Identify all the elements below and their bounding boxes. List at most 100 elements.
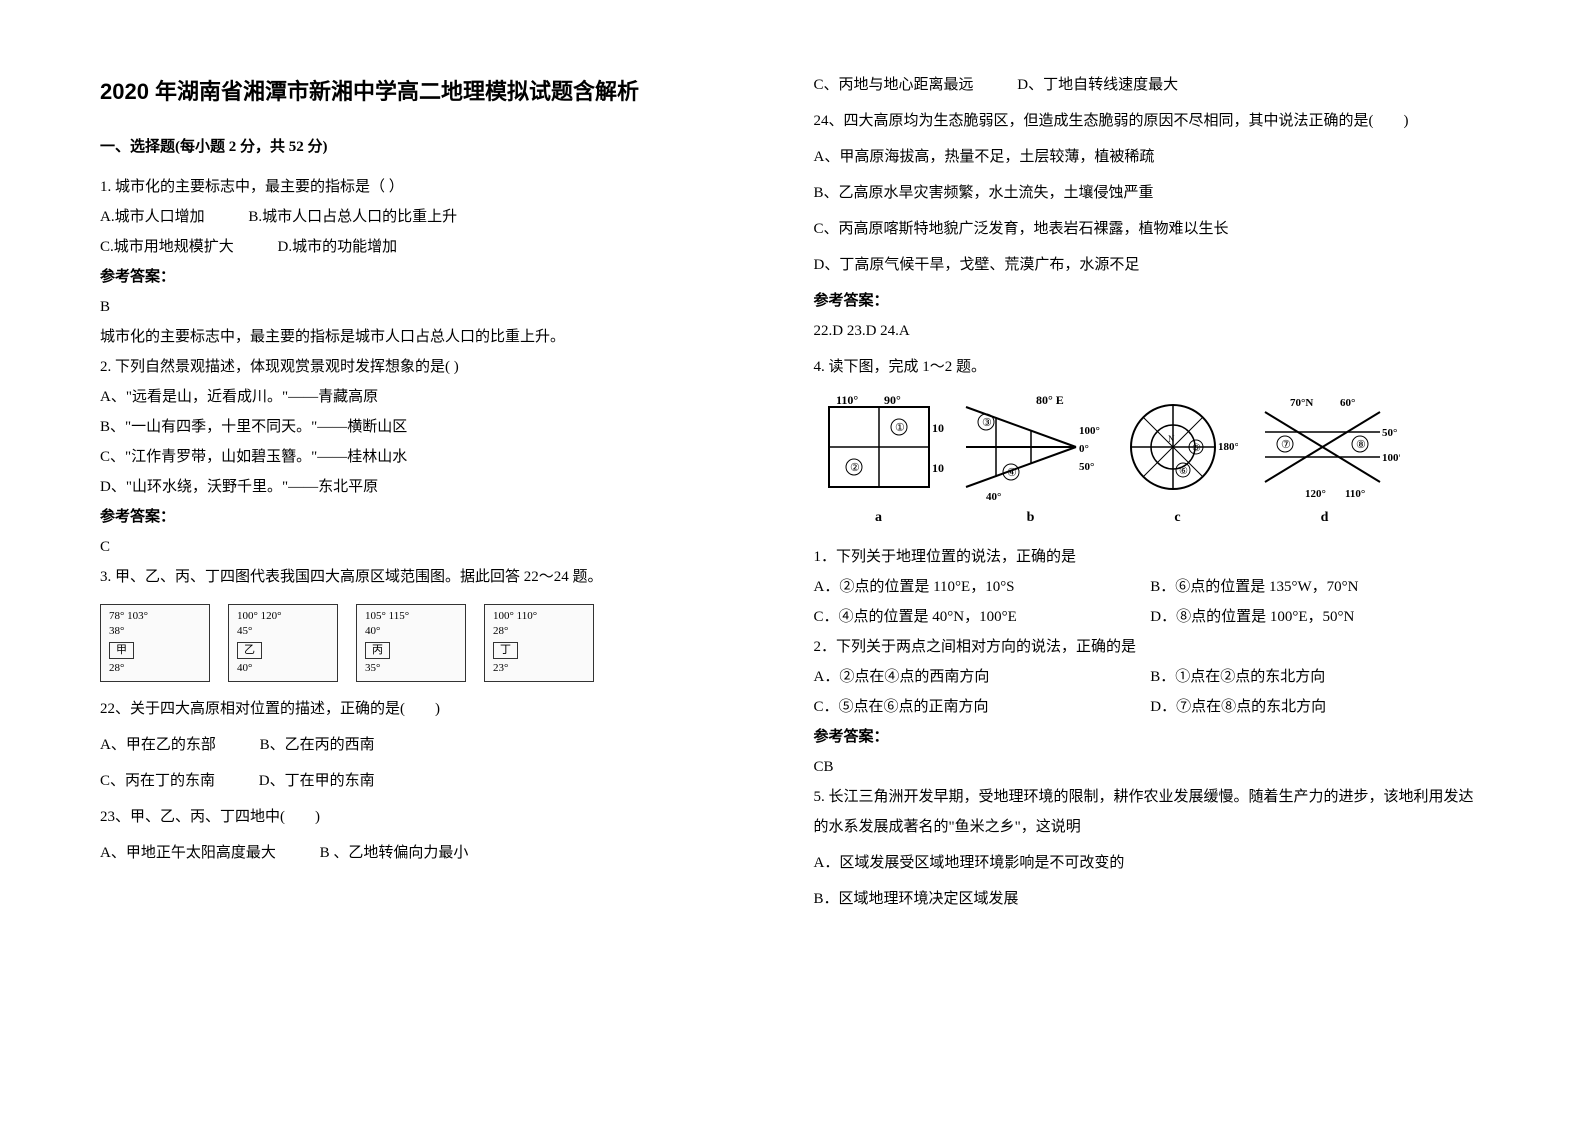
diag-a-r2: 10° — [932, 461, 944, 475]
plateau-c-top: 105° 115° — [365, 609, 457, 624]
plateau-d-l2: 23° — [493, 662, 508, 674]
diag-b-m4: ④ — [1007, 467, 1017, 479]
diag-a-t1: 110° — [836, 393, 858, 407]
q22-stem: 22、关于四大高原相对位置的描述，正确的是( ) — [100, 694, 774, 724]
q24-option-b: B、乙高原水旱灾害频繁，水土流失，土壤侵蚀严重 — [814, 178, 1488, 208]
plateau-b-l2: 40° — [237, 662, 252, 674]
q23-option-b: B 、乙地转偏向力最小 — [320, 838, 469, 868]
q3-stem: 3. 甲、乙、丙、丁四图代表我国四大高原区域范围图。据此回答 22～24 题。 — [100, 562, 774, 592]
q4-s2-b: B．①点在②点的东北方向 — [1150, 662, 1487, 692]
diagram-c: 180° N ⑤ ⑥ c — [1118, 392, 1238, 532]
diag-c-r: 180° — [1218, 441, 1238, 453]
diag-c-m5: ⑤ — [1192, 443, 1201, 454]
q2-option-a: A、"远看是山，近看成川。"——青藏高原 — [100, 382, 774, 412]
plateau-b-label: 乙 — [237, 642, 262, 659]
diag-d-r1: 50° — [1382, 427, 1397, 439]
q24-stem: 24、四大高原均为生态脆弱区，但造成生态脆弱的原因不尽相同，其中说法正确的是( … — [814, 106, 1488, 136]
q1-option-d: D.城市的功能增加 — [278, 232, 398, 262]
diagram-d-label: d — [1250, 504, 1400, 532]
diagram-d-svg: 70°N 60° 50° 100° 120° 110° ⑦ ⑧ — [1250, 392, 1400, 502]
plateau-a-label: 甲 — [109, 642, 134, 659]
diagram-a-label: a — [814, 504, 944, 532]
diagram-a: 110° 90° 10° 10° ① ② a — [814, 392, 944, 532]
q4-answer-label: 参考答案： — [814, 722, 1488, 752]
q1-answer-label: 参考答案： — [100, 262, 774, 292]
q2-option-c: C、"江作青罗带，山如碧玉簪。"——桂林山水 — [100, 442, 774, 472]
q4-s1-a: A．②点的位置是 110°E，10°S — [814, 572, 1151, 602]
plateau-a-l2: 28° — [109, 662, 124, 674]
q4-s2-d: D．⑦点在⑧点的东北方向 — [1150, 692, 1487, 722]
diagram-c-label: c — [1118, 504, 1238, 532]
q4-answer: CB — [814, 752, 1488, 782]
svg-text:N: N — [1168, 434, 1175, 444]
diagram-b-svg: 80° E 100° 0° 50° 40° ③ ④ — [956, 392, 1106, 502]
q1-option-b: B.城市人口占总人口的比重上升 — [248, 202, 457, 232]
q1-explain: 城市化的主要标志中，最主要的指标是城市人口占总人口的比重上升。 — [100, 322, 774, 352]
diagram-a-svg: 110° 90° 10° 10° ① ② — [814, 392, 944, 502]
q2-stem: 2. 下列自然景观描述，体现观赏景观时发挥想象的是( ) — [100, 352, 774, 382]
q22-option-a: A、甲在乙的东部 — [100, 730, 216, 760]
q4-s1-stem: 1．下列关于地理位置的说法，正确的是 — [814, 542, 1488, 572]
q24-answer-label: 参考答案： — [814, 286, 1488, 316]
diag-b-r2: 0° — [1079, 443, 1089, 455]
q2-option-b: B、"一山有四季，十里不同天。"——横断山区 — [100, 412, 774, 442]
q5-option-b: B．区域地理环境决定区域发展 — [814, 884, 1488, 914]
plateau-c-l2: 35° — [365, 662, 380, 674]
q1-answer: B — [100, 292, 774, 322]
diag-b-tr: 80° E — [1036, 393, 1064, 407]
left-column: 2020 年湖南省湘潭市新湘中学高二地理模拟试题含解析 一、选择题(每小题 2 … — [100, 70, 774, 1052]
diag-d-m8: ⑧ — [1356, 439, 1366, 451]
plateau-c-label: 丙 — [365, 642, 390, 659]
diag-b-r1: 100° — [1079, 425, 1100, 437]
plateau-d-label: 丁 — [493, 642, 518, 659]
plateau-d-l1: 28° — [493, 625, 508, 637]
diag-b-b1: 50° — [1079, 461, 1094, 473]
diagram-d: 70°N 60° 50° 100° 120° 110° ⑦ ⑧ d — [1250, 392, 1400, 532]
q2-option-d: D、"山环水绕，沃野千里。"——东北平原 — [100, 472, 774, 502]
section-header: 一、选择题(每小题 2 分，共 52 分) — [100, 132, 774, 162]
q4-s2-c: C．⑤点在⑥点的正南方向 — [814, 692, 1151, 722]
q4-s2-stem: 2．下列关于两点之间相对方向的说法，正确的是 — [814, 632, 1488, 662]
diag-d-m7: ⑦ — [1281, 439, 1291, 451]
q23-stem: 23、甲、乙、丙、丁四地中( ) — [100, 802, 774, 832]
plateau-box-c: 105° 115° 40° 丙 35° — [356, 604, 466, 682]
q24-option-d: D、丁高原气候干旱，戈壁、荒漠广布，水源不足 — [814, 250, 1488, 280]
diagram-b: 80° E 100° 0° 50° 40° ③ ④ b — [956, 392, 1106, 532]
plateau-c-l1: 40° — [365, 625, 380, 637]
q4-s1-b: B．⑥点的位置是 135°W，70°N — [1150, 572, 1487, 602]
q24-answer: 22.D 23.D 24.A — [814, 316, 1488, 346]
right-column: C、丙地与地心距离最远 D、丁地自转线速度最大 24、四大高原均为生态脆弱区，但… — [814, 70, 1488, 1052]
q23-option-d: D、丁地自转线速度最大 — [1017, 70, 1178, 100]
q24-option-a: A、甲高原海拔高，热量不足，土层较薄，植被稀疏 — [814, 142, 1488, 172]
q22-option-c: C、丙在丁的东南 — [100, 766, 215, 796]
q22-option-b: B、乙在丙的西南 — [260, 730, 375, 760]
page-title: 2020 年湖南省湘潭市新湘中学高二地理模拟试题含解析 — [100, 70, 774, 114]
diagram-b-label: b — [956, 504, 1106, 532]
q23-option-c: C、丙地与地心距离最远 — [814, 70, 974, 100]
diag-a-t2: 90° — [884, 393, 901, 407]
q2-answer: C — [100, 532, 774, 562]
q1-option-a: A.城市人口增加 — [100, 202, 205, 232]
plateau-a-top: 78° 103° — [109, 609, 201, 624]
q23-option-a: A、甲地正午太阳高度最大 — [100, 838, 276, 868]
diag-d-t2: 60° — [1340, 397, 1355, 409]
diag-c-m6: ⑥ — [1179, 466, 1188, 477]
q24-option-c: C、丙高原喀斯特地貌广泛发育，地表岩石裸露，植物难以生长 — [814, 214, 1488, 244]
plateau-figures: 78° 103° 38° 甲 28° 100° 120° 45° 乙 40° 1… — [100, 604, 774, 682]
diag-d-b2: 110° — [1345, 488, 1365, 500]
q2-answer-label: 参考答案： — [100, 502, 774, 532]
diag-d-b1: 120° — [1305, 488, 1326, 500]
q5-stem: 5. 长江三角洲开发早期，受地理环境的限制，耕作农业发展缓慢。随着生产力的进步，… — [814, 782, 1488, 842]
q4-s1-d: D．⑧点的位置是 100°E，50°N — [1150, 602, 1487, 632]
diag-d-t1: 70°N — [1290, 397, 1313, 409]
diag-b-m3: ③ — [982, 417, 992, 429]
plateau-b-l1: 45° — [237, 625, 252, 637]
diag-d-r2: 100° — [1382, 452, 1400, 464]
q4-s1-c: C．④点的位置是 40°N，100°E — [814, 602, 1151, 632]
q1-stem: 1. 城市化的主要标志中，最主要的指标是（ ） — [100, 172, 774, 202]
diagram-c-svg: 180° N ⑤ ⑥ — [1118, 392, 1238, 502]
q1-option-c: C.城市用地规模扩大 — [100, 232, 234, 262]
plateau-box-b: 100° 120° 45° 乙 40° — [228, 604, 338, 682]
diag-a-r1: 10° — [932, 421, 944, 435]
plateau-box-d: 100° 110° 28° 丁 23° — [484, 604, 594, 682]
